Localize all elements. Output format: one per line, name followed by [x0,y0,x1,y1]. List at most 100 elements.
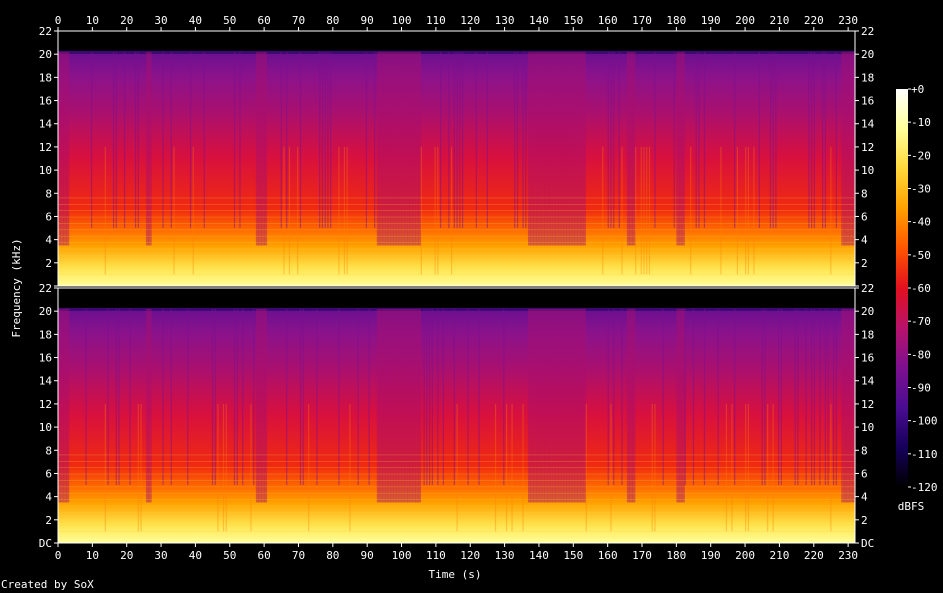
spectrum-streak [626,51,630,246]
spectrum-streak [585,403,587,532]
spectrum-streak [343,146,346,275]
y-tick-label: 16 [39,95,52,108]
x-tick-label: 0 [55,14,62,27]
spectrum-streak [338,146,340,275]
y-tick-label: 6 [861,467,868,480]
spectrum-streak [629,51,633,246]
spectrum-streak [516,51,519,229]
spectrum-streak [129,308,131,486]
x-tick-label: 130 [495,14,515,27]
x-tick-label: 60 [257,549,270,562]
spectrum-streak [753,146,755,275]
spectrum-streak [115,51,117,229]
y-tick-label: 2 [45,257,52,270]
spectrum-streak [533,308,537,503]
spectrum-texture [58,51,856,275]
colorbar-tick-label: -110 [911,448,938,461]
spectrum-streak [811,51,813,229]
spectrum-streak [536,308,540,503]
spectrum-streak [571,51,575,246]
x-tick-label: 220 [804,14,824,27]
spectrum-streak [459,51,461,229]
y-tick-label: 12 [39,141,52,154]
x-tick-label: 110 [426,549,446,562]
spectrum-streak [558,51,562,246]
y-tick-label: 2 [861,514,868,527]
spectrum-streak [376,51,380,246]
spectrum-streak [137,403,139,532]
spectrum-streak [456,51,458,229]
spectrum-streak [574,308,578,503]
x-tick-label: 90 [361,14,374,27]
spectrum-streak [330,51,332,229]
spectrum-streak [734,51,736,229]
x-tick-label: 70 [292,549,305,562]
y-tick-label: 20 [39,48,52,61]
spectrum-streak [387,51,391,246]
y-tick-label: 10 [861,164,874,177]
spectrum-streak [813,308,815,486]
spectrum-streak [505,403,508,532]
spectrum-streak [58,51,61,246]
spectrum-streak [549,308,553,503]
spectrum-streak [767,403,769,532]
y-tick-label: 18 [39,328,52,341]
spectrum-streak [844,51,848,246]
spectrum-streak [525,51,527,229]
spectrum-streak [242,308,244,486]
y-tick-label: 12 [861,141,874,154]
y-tick-label: 8 [45,187,52,200]
x-tick-label: 210 [769,14,789,27]
spectrum-streak [538,51,542,246]
spectrum-streak [255,51,259,246]
x-tick-label: 180 [666,14,686,27]
spectrum-streak [137,51,139,229]
spectrum-streak [621,146,623,275]
spectrum-streak [222,403,225,532]
spectrum-streak [547,51,551,246]
spectrum-streak [250,403,252,532]
spectrum-streak [607,308,609,486]
colorbar-tick-label: -50 [911,249,931,262]
spectrum-streak [824,51,826,229]
spectrum-streak [437,308,439,486]
y-tick-label: 2 [45,514,52,527]
spectrum-streak [319,51,321,229]
spectrum-streak [574,51,578,246]
colorbar-unit-label: dBFS [898,500,925,513]
x-tick-label: 50 [223,14,236,27]
y-tick-label: 16 [861,352,874,365]
spectrum-streak [258,51,262,246]
spectrum-streak [527,51,531,246]
spectrum-streak [824,308,826,486]
spectrum-streak [368,308,370,486]
spectrum-streak [566,51,570,246]
spectrum-streak [761,308,763,486]
spectrum-streak [830,146,832,275]
spectrum-streak [376,308,380,503]
spectrum-streak [846,51,850,246]
spectrum-streak [833,308,835,486]
spectrum-streak [745,403,747,532]
spectrum-streak [236,308,238,486]
spectrum-streak [654,403,656,532]
x-tick-label: 170 [632,549,652,562]
x-tick-label: 160 [598,14,618,27]
spectrum-streak [63,51,67,246]
y-tick-label: 22 [861,282,874,295]
spectrum-streak [560,51,564,246]
y-tick-label: 18 [861,328,874,341]
spectrum-streak [187,308,189,486]
spectrum-streak [189,51,192,229]
spectrum-streak [299,308,302,486]
y-tick-label: 18 [861,71,874,84]
spectrum-streak [264,51,268,246]
spectrum-streak [717,308,719,486]
spectrum-streak [852,51,856,246]
spectrum-streak [673,51,675,229]
x-tick-label: 0 [55,549,62,562]
x-tick-label: 220 [804,549,824,562]
spectrum-streak [140,403,142,532]
